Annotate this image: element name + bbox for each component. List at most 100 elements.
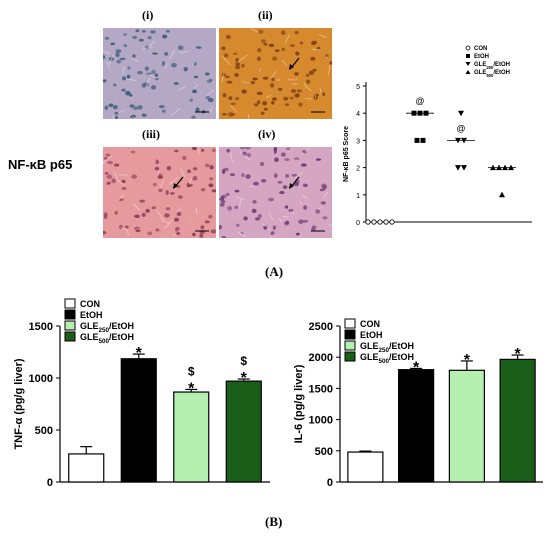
nucleus [316,46,321,50]
nucleus [263,107,268,111]
nucleus [246,152,251,158]
sinusoid [193,84,199,89]
sinusoid [179,51,189,53]
nucleus [329,61,332,65]
sinusoid [268,212,273,221]
nucleus [107,160,113,165]
nucleus [183,66,188,72]
nucleus [260,179,267,183]
sinusoid [191,60,196,67]
nucleus [282,185,288,189]
sinusoid [139,28,141,32]
nucleus [209,78,213,82]
legend-marker [465,62,471,66]
nucleus [296,89,303,93]
sinusoid [159,178,165,188]
nucleus [308,70,315,75]
significance-annotation: @ [415,96,424,106]
legend-swatch [64,331,76,342]
nucleus [193,75,199,79]
sinusoid [237,231,243,236]
nucleus [112,105,118,110]
sinusoid [155,209,162,217]
bar-3 [499,358,536,483]
sinusoid [248,185,257,188]
nucleus [263,225,268,230]
nucleus [193,61,197,66]
nucleus [274,173,278,179]
nucleus [186,169,192,174]
data-point [365,219,371,225]
legend-swatch [344,340,356,351]
sinusoid [250,28,260,33]
nucleus [272,225,277,230]
sinusoid [301,147,310,155]
nucleus [129,94,133,97]
nucleus [130,114,136,119]
nucleus [220,199,226,204]
nucleus [138,38,144,42]
nucleus [310,56,316,61]
nucleus [235,58,240,63]
significance-annotation: $ [188,364,195,378]
nucleus [178,195,183,199]
nucleus [302,150,307,154]
legend-label: GLE250/EtOH [80,321,134,334]
y-tick-label: 4 [356,111,360,118]
micrograph-background [103,28,216,119]
sinusoid [258,68,262,72]
sinusoid [147,73,157,79]
sinusoid [237,54,248,63]
nucleus [158,188,163,192]
sinusoid [299,232,301,238]
nucleus [312,68,317,72]
bar-2 [173,391,210,483]
nucleus [315,158,322,161]
sinusoid [241,81,251,84]
micrograph-background [219,147,332,238]
nucleus [236,223,240,227]
nucleus [192,89,198,94]
nucleus [242,151,247,156]
nucleus [121,187,127,190]
nucleus [199,233,204,238]
nucleus [119,57,126,61]
nucleus [234,189,240,193]
nucleus [171,62,177,68]
significance-annotation: * [188,380,195,397]
nucleus [243,216,248,221]
nucleus [293,157,300,160]
sinusoid [157,170,160,175]
sinusoid [113,171,118,179]
nucleus [104,105,109,110]
sinusoid [323,54,328,59]
nucleus [274,157,279,163]
legend-label: GLE500/EtOH [80,332,134,345]
sinusoid [188,175,194,185]
nucleus [145,45,149,50]
nucleus [230,102,236,106]
data-point [377,219,383,225]
sinusoid [172,233,176,236]
nucleus [209,177,214,181]
legend-marker [465,45,471,51]
nucleus [192,167,198,171]
nucleus [208,183,214,188]
nucleus [284,158,290,161]
nucleus [131,174,138,179]
nucleus [222,93,227,98]
sinusoid [117,194,125,201]
y-tick-label: 500 [315,446,333,458]
micrograph-i [103,28,216,119]
sinusoid [206,89,215,97]
nucleus [235,62,241,66]
sinusoid [235,196,245,201]
legend-label: EtOH [474,54,489,60]
nucleus [221,72,226,77]
bar-0 [347,451,384,483]
nucleus [111,178,117,183]
bar-1 [120,358,157,483]
nucleus [284,205,289,209]
y-tick-label: 0 [327,477,333,489]
nucleus [209,165,214,170]
